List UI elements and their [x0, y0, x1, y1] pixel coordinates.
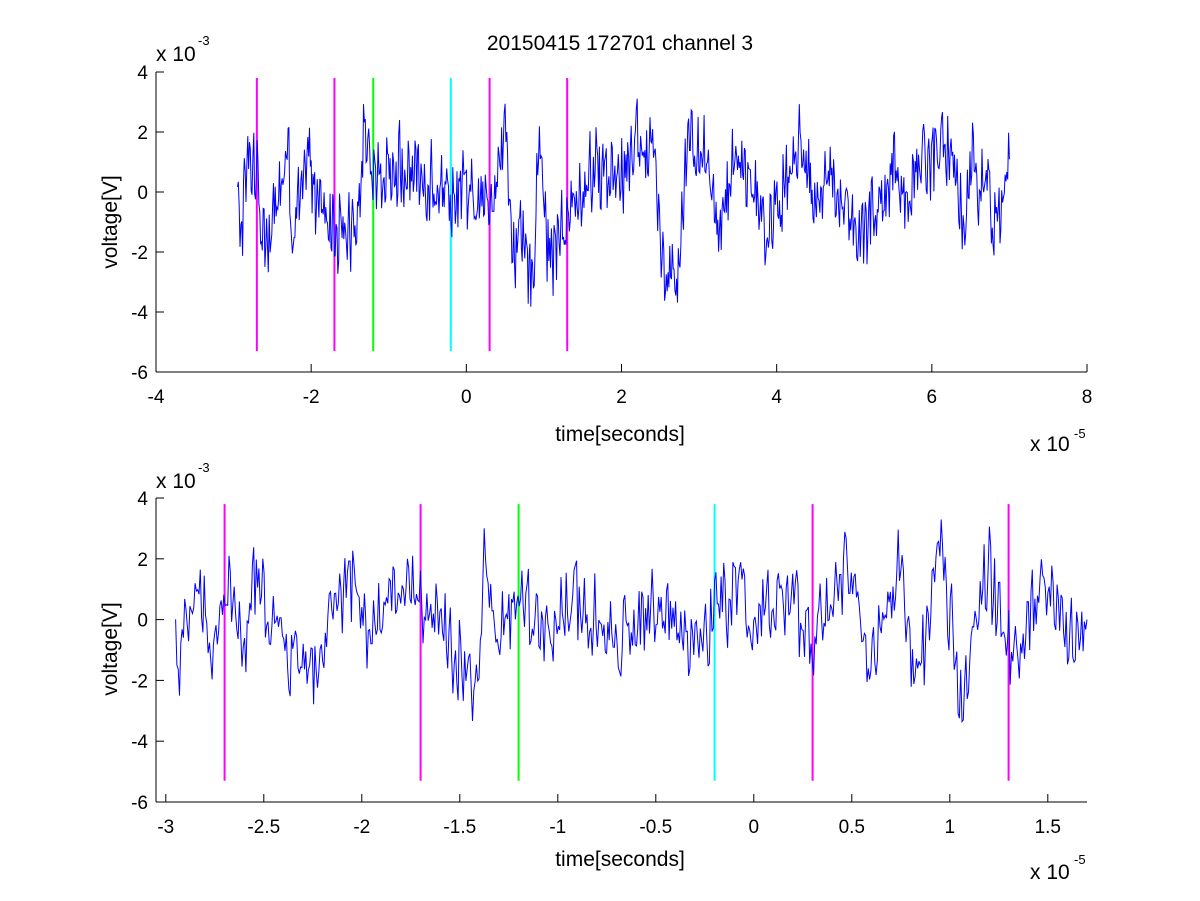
bottom-y-multiplier-power: -3	[198, 460, 210, 475]
bottom-plot-labels: time[seconds] voltage[V] x 10 -5 x 10 -3	[99, 460, 1086, 884]
bottom-x-tick-label: 0	[749, 817, 760, 838]
bottom-y-tick-label: 4	[137, 489, 148, 510]
bottom-y-tick-label: -2	[131, 671, 148, 692]
top-x-multiplier-power: -5	[1074, 426, 1086, 441]
bottom-plot-axes: -3 -2.5 -2 -1.5 -1 -0.5 0 0.5 1 1.5 -6 -4 -2 0 2 4	[131, 489, 1087, 838]
bottom-x-tick-label: 1.5	[1035, 817, 1061, 838]
bottom-x-tick-label: -2	[353, 817, 370, 838]
top-y-multiplier-power: -3	[198, 33, 210, 48]
top-y-tick-label: -2	[131, 243, 148, 264]
bottom-y-tick-label: 0	[137, 611, 148, 632]
bottom-voltage-trace	[175, 519, 1088, 723]
bottom-y-tick-label: -4	[131, 732, 148, 753]
bottom-x-tick-label: 1	[945, 817, 956, 838]
top-x-tick-label: -2	[303, 387, 320, 408]
top-x-multiplier: x 10	[1030, 433, 1070, 456]
top-x-tick-label: -4	[148, 387, 165, 408]
top-x-axis-label: time[seconds]	[555, 423, 685, 446]
bottom-x-tick-label: -1	[549, 817, 566, 838]
top-y-tick-label: -4	[131, 303, 148, 324]
top-y-tick-label: 2	[137, 123, 148, 144]
top-x-tick-label: 4	[771, 387, 782, 408]
bottom-x-tick-label: -3	[157, 817, 174, 838]
top-x-tick-label: 2	[616, 387, 627, 408]
top-plot-trace	[237, 98, 1010, 307]
bottom-x-tick-label: 0.5	[839, 817, 865, 838]
top-y-tick-label: 0	[137, 183, 148, 204]
top-y-tick-label: 4	[137, 63, 148, 84]
bottom-y-multiplier: x 10	[156, 470, 196, 493]
bottom-x-tick-label: -2.5	[247, 817, 280, 838]
bottom-y-tick-label: -6	[131, 793, 148, 814]
bottom-x-tick-label: -0.5	[639, 817, 672, 838]
bottom-plot-markers	[223, 504, 1010, 781]
top-y-tick-label: -6	[131, 363, 148, 384]
bottom-y-tick-label: 2	[137, 550, 148, 571]
top-x-tick-label: 6	[927, 387, 938, 408]
bottom-x-multiplier: x 10	[1030, 861, 1070, 884]
bottom-plot-trace	[175, 519, 1088, 723]
bottom-y-axis-label: voltage[V]	[99, 602, 122, 695]
top-x-tick-label: 8	[1082, 387, 1093, 408]
top-y-axis-label: voltage[V]	[99, 175, 122, 268]
top-x-tick-label: 0	[461, 387, 472, 408]
bottom-x-multiplier-power: -5	[1074, 852, 1086, 867]
top-voltage-trace	[237, 98, 1010, 307]
top-plot-labels: time[seconds] voltage[V] x 10 -5 x 10 -3	[99, 33, 1086, 456]
bottom-x-axis-label: time[seconds]	[555, 848, 685, 871]
figure-title: 20150415 172701 channel 3	[487, 32, 753, 55]
bottom-x-tick-label: -1.5	[443, 817, 476, 838]
bottom-plot: -3 -2.5 -2 -1.5 -1 -0.5 0 0.5 1 1.5 -6 -4 -2 0 2 4 time…	[99, 460, 1088, 884]
top-y-multiplier: x 10	[156, 43, 196, 66]
